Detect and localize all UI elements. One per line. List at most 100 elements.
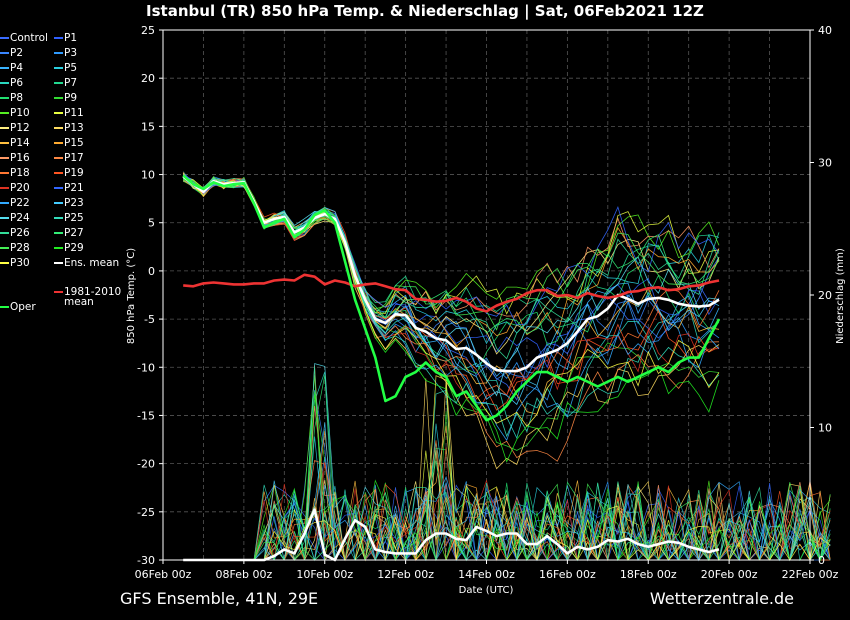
legend-label: P29: [64, 242, 84, 254]
legend-item: P19: [54, 168, 84, 180]
legend-label: P7: [64, 77, 78, 89]
legend-swatch: [54, 112, 63, 114]
legend-item: P3: [54, 48, 77, 60]
member-precip-line: [183, 450, 831, 562]
legend-label: P9: [64, 92, 78, 104]
legend-label: P27: [64, 227, 84, 239]
member-precip-line: [183, 447, 831, 562]
main-series: [182, 174, 721, 562]
legend-swatch: [0, 247, 9, 249]
legend-item: P27: [54, 228, 84, 240]
y2-tick-label: 20: [818, 289, 832, 302]
legend-swatch: [54, 52, 63, 54]
legend-swatch: [0, 127, 9, 129]
legend-label: P1: [64, 32, 78, 44]
source-link[interactable]: Wetterzentrale.de: [649, 589, 794, 608]
legend-label: P18: [10, 167, 30, 179]
legend-swatch: [54, 262, 63, 264]
legend-label: P11: [64, 107, 84, 119]
legend-item: P18: [0, 168, 30, 180]
legend-item: P7: [54, 78, 77, 90]
legend-swatch: [54, 290, 63, 293]
legend-swatch: [0, 157, 9, 159]
legend-label: P19: [64, 167, 84, 179]
member-temp-line: [182, 175, 720, 397]
legend-swatch: [54, 67, 63, 69]
y-tick-label: -5: [144, 313, 155, 326]
y-tick-label: 25: [141, 24, 155, 37]
legend-swatch: [0, 305, 9, 308]
y-tick-label: 20: [141, 72, 155, 85]
x-axis-label: Date (UTC): [459, 585, 514, 596]
legend-label: P22: [10, 197, 30, 209]
legend-item: P25: [54, 213, 84, 225]
legend-item: P24: [0, 213, 30, 225]
legend-swatch: [54, 37, 63, 39]
y-tick-label: 0: [148, 265, 155, 278]
legend-item: P16: [0, 153, 30, 165]
model-info: GFS Ensemble, 41N, 29E: [120, 589, 319, 608]
x-tick-label: 12Feb 00z: [377, 568, 434, 581]
legend-item: P30: [0, 258, 30, 270]
legend-swatch: [0, 202, 9, 204]
y2-tick-label: 0: [818, 554, 825, 567]
member-temp-line: [182, 176, 720, 438]
legend-swatch: [54, 247, 63, 249]
legend-item: P10: [0, 108, 30, 120]
legend-swatch: [0, 232, 9, 234]
legend-label: P25: [64, 212, 84, 224]
legend-label: P16: [10, 152, 30, 164]
legend-item: P29: [54, 243, 84, 255]
member-temp-line: [183, 177, 720, 355]
x-tick-label: 10Feb 00z: [296, 568, 353, 581]
legend-swatch: [0, 142, 9, 144]
legend-swatch: [54, 142, 63, 144]
y-tick-label: -25: [137, 506, 155, 519]
legend-item: P20: [0, 183, 30, 195]
axes: -30 -25 -20 -15 -10 -5 0 5 10 15 20 25 0 10 20 30 40 06Fe…: [135, 24, 839, 581]
y2-tick-label: 30: [818, 157, 832, 170]
legend-item: P12: [0, 123, 30, 135]
y2-tick-label: 10: [818, 422, 832, 435]
legend-item: Ens. mean: [54, 258, 119, 270]
legend-label: P15: [64, 137, 84, 149]
y-tick-label: 15: [141, 120, 155, 133]
legend-item: P1: [54, 33, 77, 45]
x-tick-label: 06Feb 00z: [135, 568, 192, 581]
legend-item: P14: [0, 138, 30, 150]
legend-item: P22: [0, 198, 30, 210]
legend-swatch: [0, 262, 9, 264]
member-precip-line: [183, 395, 831, 562]
legend-label: P10: [10, 107, 30, 119]
series-line-ens-mean: [183, 508, 720, 562]
grid: [163, 30, 810, 560]
member-temp-line: [182, 171, 720, 416]
legend-item: P6: [0, 78, 23, 90]
y-tick-label: -30: [137, 554, 155, 567]
x-tick-label: 22Feb 00z: [782, 568, 839, 581]
y-tick-label: 10: [141, 169, 155, 182]
legend-label: P12: [10, 122, 30, 134]
legend-label: 1981-2010 mean: [64, 285, 122, 308]
legend-label: P24: [10, 212, 30, 224]
legend-label: P23: [64, 197, 84, 209]
legend-label: P2: [10, 47, 24, 59]
legend-label: P13: [64, 122, 84, 134]
member-temp-line: [183, 178, 720, 411]
legend-item: Control: [0, 33, 48, 45]
legend-item: P2: [0, 48, 23, 60]
member-temp-line: [183, 176, 720, 331]
legend-item: P26: [0, 228, 30, 240]
x-tick-label: 18Feb 00z: [620, 568, 677, 581]
legend: Control P1 P2 P3 P4 P5 P6 P7 P8 P9 P10 P11 P12 P13 P14…: [0, 33, 130, 323]
legend-label: P4: [10, 62, 24, 74]
legend-swatch: [54, 232, 63, 234]
legend-item: P9: [54, 93, 77, 105]
legend-swatch: [54, 82, 63, 84]
legend-item: P13: [54, 123, 84, 135]
member-temp-line: [183, 176, 720, 315]
member-temp-line: [183, 179, 720, 335]
series-line-ens-mean: [182, 175, 720, 373]
legend-item: P8: [0, 93, 23, 105]
